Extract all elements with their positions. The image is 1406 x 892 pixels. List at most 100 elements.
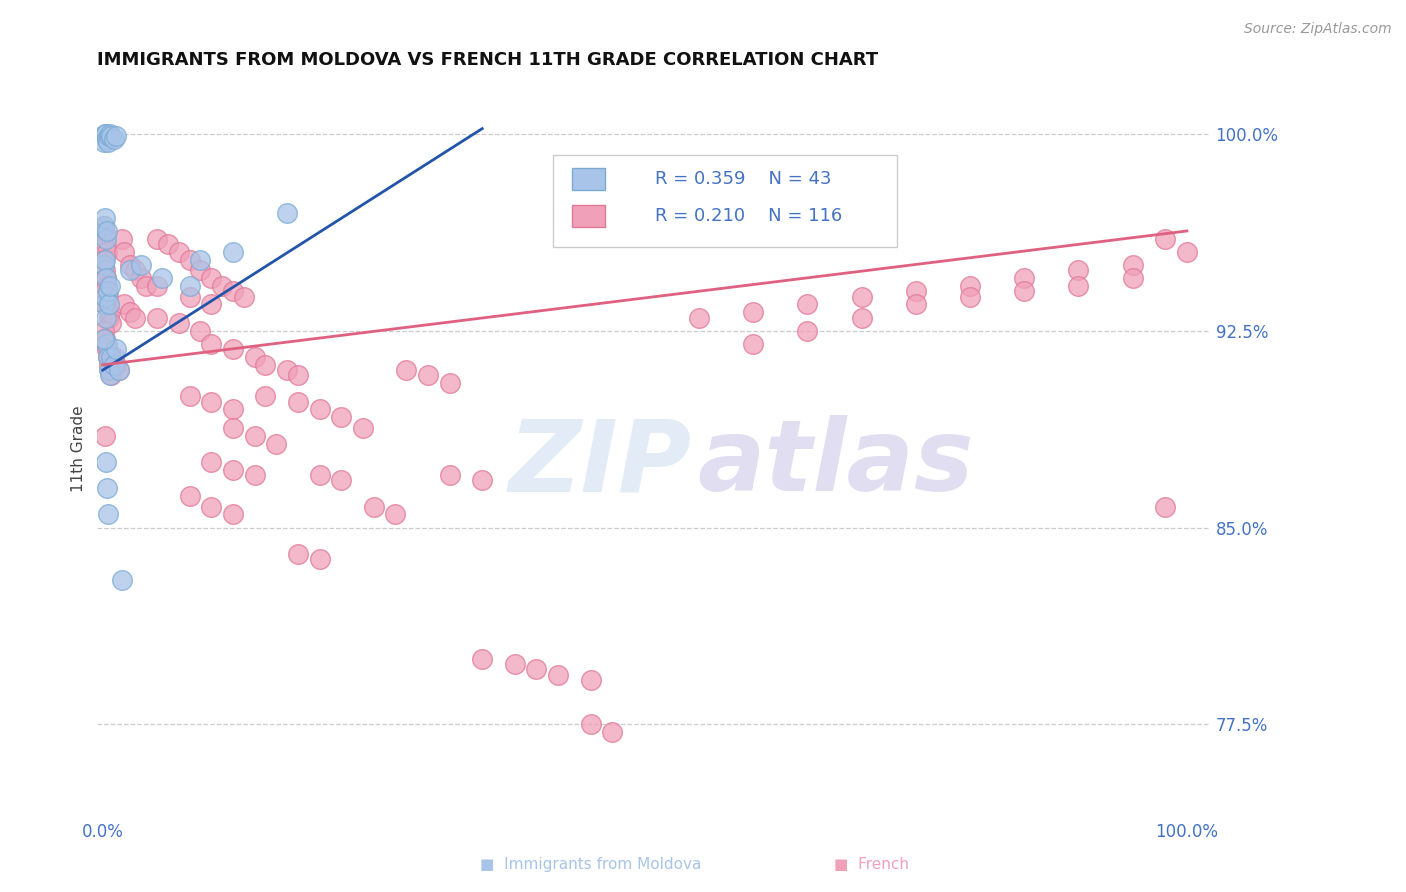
Point bbox=[156, 237, 179, 252]
Point bbox=[471, 474, 494, 488]
Point bbox=[94, 297, 117, 311]
Point bbox=[330, 410, 353, 425]
Point bbox=[94, 127, 117, 141]
Point bbox=[93, 219, 115, 233]
Point bbox=[96, 244, 118, 259]
Point bbox=[98, 368, 121, 383]
Text: R = 0.359    N = 43: R = 0.359 N = 43 bbox=[655, 170, 832, 188]
Point bbox=[211, 279, 233, 293]
Point bbox=[179, 389, 201, 403]
Point bbox=[243, 428, 266, 442]
Point bbox=[94, 211, 117, 225]
Point bbox=[222, 285, 245, 299]
Point bbox=[146, 232, 169, 246]
Point bbox=[94, 455, 117, 469]
Point bbox=[94, 428, 117, 442]
Point bbox=[959, 279, 981, 293]
Point bbox=[93, 285, 115, 299]
Point bbox=[114, 297, 136, 311]
Point bbox=[96, 481, 118, 495]
Point bbox=[363, 500, 385, 514]
Point bbox=[688, 310, 710, 325]
Point bbox=[579, 673, 602, 687]
Point bbox=[200, 394, 222, 409]
Point bbox=[94, 263, 117, 277]
Point bbox=[94, 332, 117, 346]
Point bbox=[97, 290, 120, 304]
Point bbox=[851, 290, 873, 304]
Point bbox=[188, 252, 211, 267]
Point bbox=[287, 394, 309, 409]
Point bbox=[97, 135, 120, 149]
Point bbox=[103, 358, 125, 372]
Point bbox=[100, 129, 122, 144]
Point bbox=[96, 336, 118, 351]
Point bbox=[796, 297, 818, 311]
Point bbox=[94, 310, 117, 325]
Point bbox=[93, 324, 115, 338]
Point bbox=[1154, 500, 1177, 514]
Point bbox=[200, 455, 222, 469]
Point bbox=[104, 358, 127, 372]
Point bbox=[222, 508, 245, 522]
Point bbox=[471, 652, 494, 666]
Text: IMMIGRANTS FROM MOLDOVA VS FRENCH 11TH GRADE CORRELATION CHART: IMMIGRANTS FROM MOLDOVA VS FRENCH 11TH G… bbox=[97, 51, 879, 69]
Point bbox=[264, 436, 287, 450]
Point bbox=[97, 350, 120, 364]
Point bbox=[93, 252, 115, 267]
Point bbox=[200, 297, 222, 311]
Point bbox=[97, 508, 120, 522]
Point bbox=[395, 363, 418, 377]
Point bbox=[526, 662, 548, 676]
Point bbox=[100, 316, 122, 330]
FancyBboxPatch shape bbox=[572, 168, 605, 190]
Text: ZIP: ZIP bbox=[509, 415, 692, 512]
Point bbox=[287, 368, 309, 383]
Point bbox=[503, 657, 526, 672]
Point bbox=[439, 376, 461, 391]
Point bbox=[118, 263, 141, 277]
Point bbox=[276, 205, 298, 219]
Point bbox=[742, 336, 765, 351]
Point bbox=[796, 324, 818, 338]
Point bbox=[287, 547, 309, 561]
Point bbox=[93, 297, 115, 311]
Point bbox=[96, 279, 118, 293]
FancyBboxPatch shape bbox=[553, 155, 897, 247]
Point bbox=[851, 310, 873, 325]
Point bbox=[98, 127, 121, 141]
Point bbox=[200, 336, 222, 351]
Point bbox=[179, 290, 201, 304]
Point bbox=[94, 227, 117, 241]
Point bbox=[222, 421, 245, 435]
Point bbox=[124, 263, 146, 277]
Point bbox=[118, 305, 141, 319]
Point bbox=[200, 500, 222, 514]
Y-axis label: 11th Grade: 11th Grade bbox=[72, 406, 86, 492]
Point bbox=[103, 132, 125, 146]
Point bbox=[254, 389, 277, 403]
Point bbox=[1067, 263, 1090, 277]
Point bbox=[94, 127, 117, 141]
Point bbox=[904, 297, 927, 311]
Point bbox=[308, 468, 330, 483]
Point bbox=[98, 310, 121, 325]
Point bbox=[98, 363, 121, 377]
Text: ■  French: ■ French bbox=[834, 857, 910, 872]
Point bbox=[93, 219, 115, 233]
Point bbox=[959, 290, 981, 304]
Point bbox=[276, 363, 298, 377]
Point bbox=[98, 279, 121, 293]
Point bbox=[98, 297, 121, 311]
Point bbox=[98, 363, 121, 377]
Point bbox=[330, 474, 353, 488]
Point bbox=[146, 310, 169, 325]
Point bbox=[96, 132, 118, 146]
Point bbox=[129, 271, 152, 285]
Point bbox=[600, 725, 623, 739]
Point bbox=[94, 271, 117, 285]
Point bbox=[1067, 279, 1090, 293]
Point bbox=[384, 508, 406, 522]
Point bbox=[188, 263, 211, 277]
Point bbox=[94, 232, 117, 246]
